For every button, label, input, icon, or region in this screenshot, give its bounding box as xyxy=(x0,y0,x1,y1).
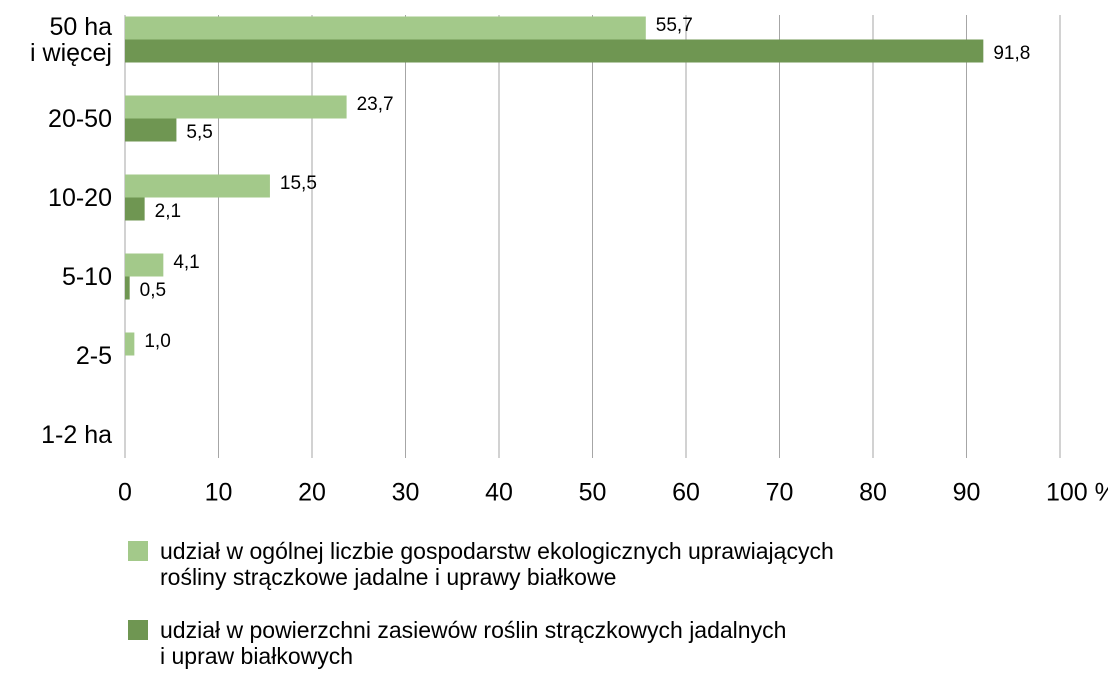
y-tick-label: 5-10 xyxy=(61,262,112,291)
bar xyxy=(125,16,646,40)
x-tick-label: 20 xyxy=(298,479,326,507)
bar xyxy=(125,95,347,119)
bar xyxy=(125,174,270,198)
x-tick-label: 60 xyxy=(672,479,700,507)
bar xyxy=(125,253,164,277)
bar xyxy=(125,39,984,63)
x-tick-label: 10 xyxy=(205,479,233,507)
legend-swatch xyxy=(128,620,148,640)
x-tick-label: 70 xyxy=(766,479,794,507)
y-tick-label: 10-20 xyxy=(48,183,112,212)
data-label: 15,5 xyxy=(280,173,317,194)
legend-label: udział w ogólnej liczbie gospodarstw eko… xyxy=(160,538,834,590)
x-tick-label: 80 xyxy=(859,479,887,507)
data-label: 55,7 xyxy=(656,15,693,36)
bar xyxy=(125,276,130,300)
x-tick-label: 0 xyxy=(118,479,132,507)
y-tick-label: 50 ha i więcej xyxy=(30,12,112,67)
data-label: 91,8 xyxy=(993,43,1030,64)
x-tick-label: 30 xyxy=(392,479,420,507)
x-tick-label: 90 xyxy=(953,479,981,507)
data-label: 4,1 xyxy=(173,252,199,273)
bar xyxy=(125,118,177,142)
bar xyxy=(125,197,145,221)
bar xyxy=(125,332,135,356)
data-label: 5,5 xyxy=(186,122,212,143)
y-tick-label: 1-2 ha xyxy=(41,420,112,449)
data-label: 1,0 xyxy=(144,331,170,352)
data-label: 2,1 xyxy=(155,201,181,222)
data-label: 0,5 xyxy=(140,280,166,301)
data-label: 23,7 xyxy=(357,94,394,115)
y-tick-label: 2-5 xyxy=(75,341,112,370)
y-tick-label: 20-50 xyxy=(48,104,112,133)
x-tick-label: 40 xyxy=(485,479,513,507)
x-tick-label: 50 xyxy=(579,479,607,507)
legend-swatch xyxy=(128,541,148,561)
legend-label: udział w powierzchni zasiewów roślin str… xyxy=(160,617,787,669)
x-tick-label: 100 % xyxy=(1046,479,1108,507)
